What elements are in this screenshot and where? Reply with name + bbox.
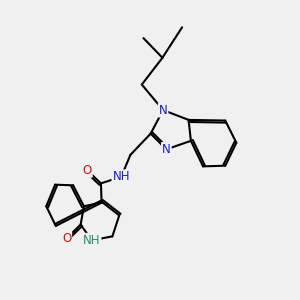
Text: O: O xyxy=(62,232,71,245)
Text: NH: NH xyxy=(112,170,130,183)
Text: N: N xyxy=(162,143,171,156)
Text: O: O xyxy=(82,164,92,177)
Text: N: N xyxy=(159,103,167,117)
Text: NH: NH xyxy=(83,234,100,247)
